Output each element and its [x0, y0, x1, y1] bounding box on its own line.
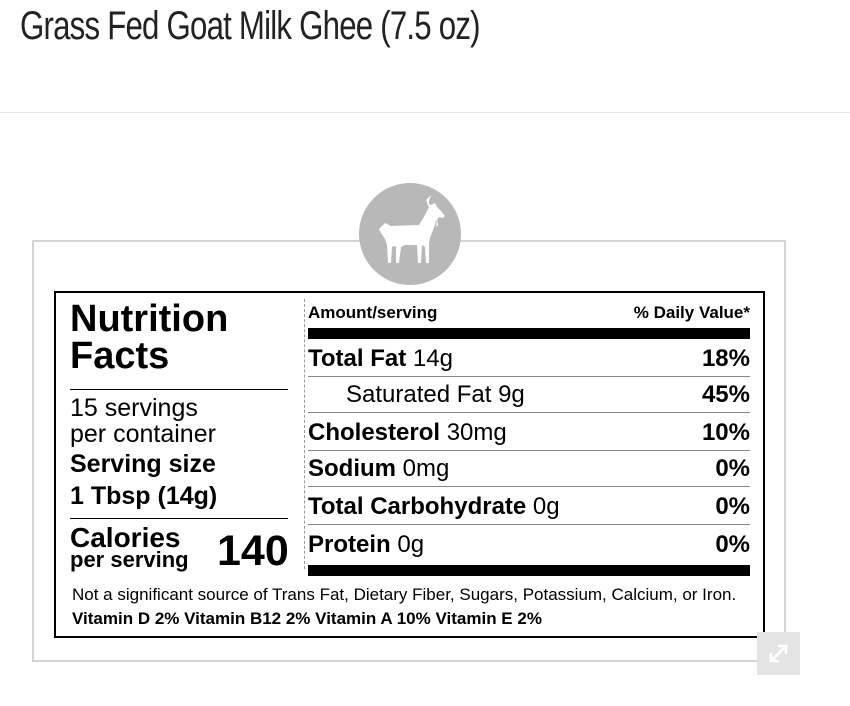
nutrition-summary: Nutrition Facts 15 servings per containe…	[56, 293, 301, 573]
column-divider	[304, 299, 305, 569]
serving-rule	[70, 518, 288, 519]
nutrient-dv: 10%	[701, 419, 750, 446]
footer-thick-rule	[308, 565, 750, 576]
daily-value-header: % Daily Value*	[633, 303, 750, 322]
nutrient-row: Total Fat 14g 18%	[308, 341, 750, 377]
nutrient-row: Sodium 0mg 0%	[308, 451, 750, 487]
serving-size-value: 1 Tbsp (14g)	[70, 482, 218, 510]
nutrition-facts-label: Nutrition Facts 15 servings per containe…	[54, 291, 765, 638]
nutrient-name: Cholesterol	[308, 419, 441, 446]
nutrient-name: Protein	[308, 531, 391, 558]
nutrient-row: Total Carbohydrate 0g 0%	[308, 489, 750, 525]
nutrient-row: Protein 0g 0%	[308, 527, 750, 563]
nutrient-row: Cholesterol 30mg 10%	[308, 415, 750, 451]
nutrient-name: Total Fat	[308, 345, 407, 372]
nutrient-amount: 30mg	[446, 419, 507, 446]
nutrient-dv: 18%	[701, 345, 750, 372]
nutrient-dv: 0%	[715, 493, 750, 520]
title-rule	[70, 389, 288, 390]
goat-badge	[359, 183, 461, 285]
expand-icon	[769, 644, 788, 663]
nutrient-amount: 0g	[532, 493, 560, 520]
calories-value: 140	[217, 527, 289, 575]
expand-image-button[interactable]	[757, 632, 800, 675]
vitamin-d: Vitamin D 2%	[72, 609, 180, 628]
nutrient-amount: 0mg	[402, 455, 450, 482]
goat-icon	[379, 195, 445, 263]
title-divider	[0, 112, 850, 113]
nutrient-row: Saturated Fat 9g 45%	[308, 377, 750, 413]
nutrient-name: Saturated Fat 9g	[346, 381, 525, 408]
nutrient-dv: 0%	[715, 531, 750, 558]
nutrient-name: Sodium	[308, 455, 396, 482]
header-thick-rule	[308, 328, 750, 339]
vitamin-a: Vitamin A 10%	[315, 609, 431, 628]
vitamin-b12: Vitamin B12 2%	[184, 609, 311, 628]
amount-per-serving-header: Amount/serving	[308, 303, 438, 322]
calories-per-serving: per serving	[70, 547, 189, 572]
vitamin-e: Vitamin E 2%	[435, 609, 542, 628]
nutrition-facts-title: Nutrition Facts	[70, 298, 229, 377]
nutrient-amount: 14g	[412, 345, 453, 372]
servings-per-container: per container	[70, 420, 216, 448]
serving-size-label: Serving size	[70, 450, 216, 478]
nutrient-amount: 0g	[397, 531, 425, 558]
servings-count: 15 servings	[70, 394, 198, 422]
nutrient-name: Total Carbohydrate	[308, 493, 527, 520]
nutrient-dv: 0%	[715, 455, 750, 482]
nutrition-footnote: Not a significant source of Trans Fat, D…	[72, 585, 737, 628]
page-title: Grass Fed Goat Milk Ghee (7.5 oz)	[20, 4, 481, 48]
nutrient-dv: 45%	[701, 381, 750, 408]
calories-label: Calories	[70, 522, 181, 553]
